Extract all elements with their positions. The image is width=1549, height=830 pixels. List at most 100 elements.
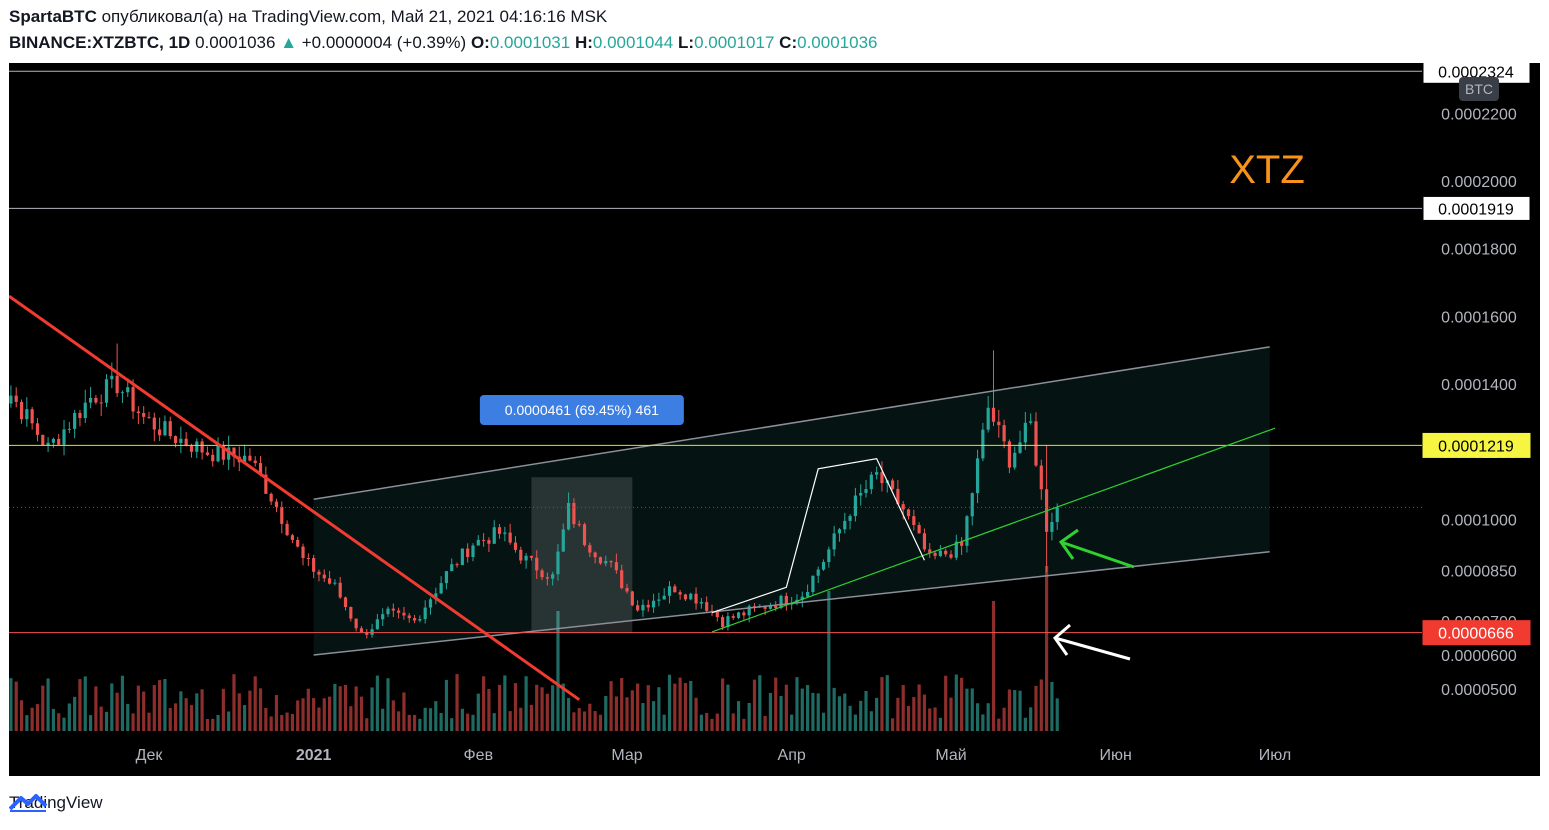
volume-bar (970, 688, 974, 731)
volume-bar (636, 683, 640, 731)
volume-bar (147, 712, 151, 731)
chart-area[interactable]: 0.0000461 (69.45%) 461 0.0002200 0.000200… (9, 63, 1540, 776)
volume-bar (381, 708, 385, 731)
candle-body (471, 545, 475, 557)
candle-body (418, 619, 422, 621)
volume-bar (614, 696, 618, 731)
volume-bar (529, 704, 534, 731)
candle-body (439, 583, 443, 594)
candle-body (423, 607, 427, 620)
volume-bar (41, 685, 45, 731)
volume-bar (513, 683, 518, 731)
candle-body (604, 561, 608, 564)
candle-body (25, 409, 29, 420)
volume-bar (104, 711, 109, 731)
volume-bar (83, 676, 87, 731)
volume-bar (317, 707, 321, 731)
currency-badge-bg (1459, 77, 1499, 101)
volume-bar (179, 691, 183, 731)
candle-body (317, 571, 321, 575)
candle-body (986, 407, 990, 430)
candle-body (359, 628, 364, 632)
volume-bar (991, 601, 996, 731)
volume-bar (588, 703, 592, 731)
candle-body (110, 375, 114, 380)
candle-body (62, 429, 66, 445)
volume-bar (375, 675, 379, 731)
price-label-bg (1422, 195, 1531, 221)
author-name[interactable]: SpartaBTC (9, 7, 97, 26)
change-arrow-icon: ▲ (280, 33, 298, 52)
candle-body (981, 429, 985, 459)
candle-body (354, 618, 358, 629)
measure-box (531, 477, 633, 633)
price-label-bg (1422, 620, 1531, 646)
volume-bar (545, 693, 549, 731)
volume-bar (439, 712, 443, 731)
volume-bar (1018, 690, 1022, 731)
volume-bar (604, 696, 608, 731)
volume-bar (667, 674, 672, 731)
volume-bar (412, 714, 417, 731)
volume-bar (216, 715, 220, 731)
volume-bar (9, 678, 13, 731)
candle-body (832, 533, 836, 550)
candle-body (545, 577, 549, 579)
volume-bar (641, 703, 645, 731)
volume-bar (965, 688, 969, 731)
candle-body (991, 407, 996, 422)
candle-body (94, 397, 98, 403)
candle-body (620, 570, 624, 589)
candle-body (970, 493, 974, 517)
candle-body (896, 488, 900, 505)
volume-bar (497, 684, 502, 731)
volume-bar (816, 693, 820, 731)
candle-body (864, 489, 868, 493)
volume-bar (306, 688, 310, 731)
candle-body (811, 575, 815, 593)
candle-body (333, 582, 337, 584)
candle-body (163, 421, 167, 436)
volume-bar (455, 674, 459, 731)
candle-body (402, 612, 406, 616)
ohlc-legend: BINANCE:XTZBTC, 1D 0.0001036 ▲ +0.000000… (9, 33, 878, 53)
publish-text: опубликовал(а) на TradingView.com, Май 2… (101, 7, 608, 26)
support-line (711, 427, 1276, 633)
candle-body (375, 619, 379, 630)
volume-bar (556, 611, 560, 731)
candle-body (975, 458, 980, 494)
price-chart[interactable]: 0.0000461 (69.45%) 461 0.0002200 0.000200… (9, 63, 1540, 776)
price-label: 0.0000666 (1438, 626, 1514, 643)
volume-bar (120, 675, 125, 731)
price-tick-label: 0.0001600 (1441, 309, 1517, 326)
volume-bar (901, 684, 905, 731)
candle-body (450, 564, 454, 572)
volume-bar (949, 697, 953, 731)
candle-body (699, 602, 703, 604)
tradingview-logo-icon[interactable] (9, 792, 47, 812)
trendlines[interactable]: 0.0000461 (69.45%) 461 (9, 70, 1422, 701)
volume-bar (391, 700, 395, 731)
candle-body (636, 605, 640, 611)
volume-bar (237, 693, 241, 731)
white-arrow-icon (1052, 623, 1131, 661)
volume-bar (843, 693, 847, 731)
candle-body (35, 423, 40, 435)
volume-bar (928, 708, 932, 731)
volume-bar (211, 718, 215, 731)
time-tick-label: Дек (136, 747, 164, 764)
candle-body (821, 562, 826, 570)
volume-bar (800, 688, 804, 731)
candle-body (57, 438, 61, 445)
volume-bar (370, 687, 374, 731)
volume-bar (1029, 707, 1033, 731)
candle-body (211, 454, 215, 462)
volume-bar (460, 708, 464, 731)
volume-bar (1034, 685, 1038, 731)
candle-body (572, 502, 576, 525)
volume-bar (721, 678, 725, 731)
volume-bar (710, 718, 714, 731)
volume-bar (184, 698, 188, 731)
candle-body (83, 402, 87, 419)
candle-body (609, 561, 613, 563)
